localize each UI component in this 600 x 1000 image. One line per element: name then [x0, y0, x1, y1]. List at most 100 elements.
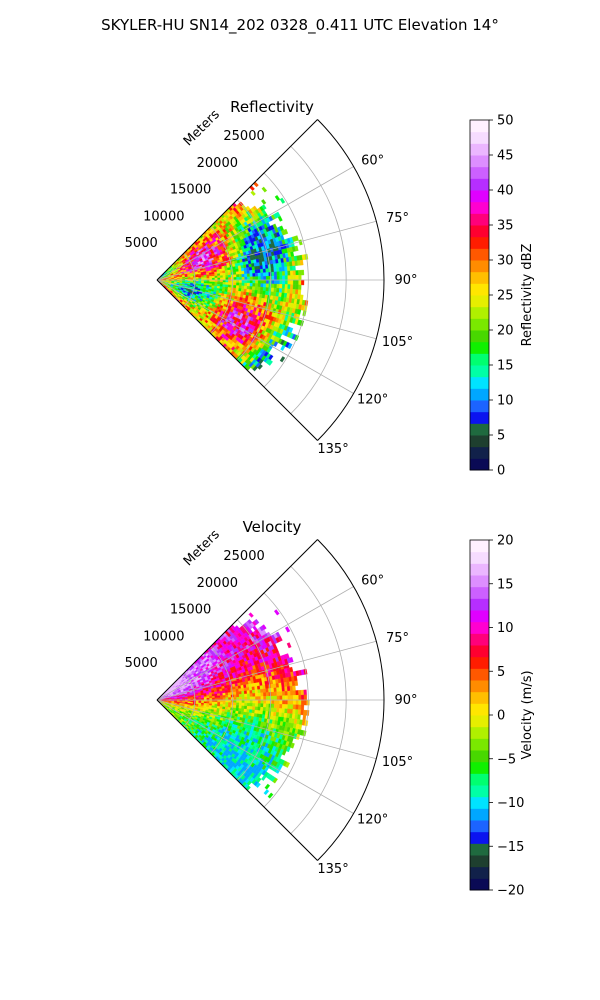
- data-cell: [222, 275, 226, 278]
- data-cell: [300, 704, 305, 711]
- data-cell: [214, 275, 218, 279]
- colorbar-segment: [470, 738, 489, 751]
- data-cell: [239, 279, 243, 284]
- data-cell: [241, 693, 245, 698]
- data-cell: [241, 276, 245, 281]
- data-cell: [255, 696, 259, 701]
- data-cell: [232, 269, 237, 273]
- radial-axis-label: Meters: [181, 107, 223, 149]
- data-cell: [267, 792, 274, 799]
- data-cell: [222, 702, 226, 705]
- data-cell: [297, 714, 301, 720]
- data-cell: [273, 691, 278, 697]
- data-cell: [227, 692, 232, 696]
- data-cell: [225, 692, 229, 696]
- data-cell: [273, 687, 277, 693]
- data-cell: [255, 279, 259, 284]
- data-cell: [260, 272, 264, 277]
- data-cell: [238, 274, 243, 278]
- data-cell: [233, 699, 237, 703]
- data-cell: [284, 761, 291, 768]
- data-cell: [279, 279, 283, 285]
- data-cell: [298, 239, 303, 246]
- colorbar-tick-label: 5: [497, 665, 505, 680]
- data-cell: [239, 276, 243, 281]
- data-cell: [225, 282, 229, 286]
- data-cell: [206, 696, 210, 699]
- data-cell: [262, 268, 267, 273]
- colorbar-tick-label: 0: [497, 709, 505, 724]
- data-cell: [260, 268, 264, 274]
- colorbar-segment: [470, 563, 489, 576]
- data-cell: [281, 704, 286, 709]
- data-cell: [241, 279, 245, 284]
- data-cell: [257, 703, 261, 708]
- data-cell: [214, 693, 218, 697]
- angular-gridline: [156, 699, 354, 814]
- data-cell: [271, 699, 275, 705]
- data-cell: [249, 286, 253, 290]
- data-cell: [265, 283, 270, 288]
- data-cell: [236, 702, 240, 706]
- data-cell: [260, 276, 264, 281]
- data-cell: [270, 707, 275, 713]
- data-cell: [275, 767, 281, 774]
- data-cell: [228, 282, 232, 286]
- data-cell: [257, 364, 263, 370]
- data-cell: [249, 279, 253, 284]
- colorbar-segment: [470, 691, 489, 704]
- colorbar-segment: [470, 295, 489, 308]
- data-cell: [235, 285, 240, 289]
- data-cell: [282, 699, 286, 705]
- data-cell: [284, 704, 288, 710]
- data-cell: [238, 282, 243, 286]
- data-cell: [297, 289, 302, 295]
- data-cell: [240, 288, 245, 293]
- reflectivity-panel: 60° 75° 90° 105° 120° 135° 5000 10000 15000 20000…: [0, 92, 600, 492]
- panel-title: Velocity: [243, 518, 302, 536]
- colorbar-segment: [470, 575, 489, 588]
- colorbar-segment: [470, 446, 489, 459]
- colorbar-segment: [470, 248, 489, 261]
- data-cell: [246, 270, 250, 274]
- colorbar-segment: [470, 633, 489, 646]
- data-cell: [299, 259, 304, 266]
- data-cell: [211, 695, 216, 699]
- data-cell: [209, 694, 213, 697]
- colorbar-segment: [470, 411, 489, 424]
- colorbar-segment: [470, 120, 489, 133]
- data-cell: [284, 626, 291, 633]
- data-cell: [247, 696, 251, 701]
- data-cell: [271, 695, 275, 701]
- data-cell: [265, 703, 270, 708]
- angular-gridline: [156, 279, 377, 340]
- data-cell: [243, 270, 248, 275]
- frame-edge-start: [156, 119, 318, 281]
- data-cell: [254, 689, 259, 694]
- frame-edge-end: [156, 279, 318, 441]
- data-cell: [241, 285, 245, 290]
- data-cell: [211, 693, 215, 697]
- data-cell: [217, 273, 221, 277]
- data-cell: [290, 690, 294, 696]
- colorbar-segment: [470, 750, 489, 763]
- data-cell: [293, 699, 297, 705]
- data-cell: [273, 267, 277, 273]
- data-cell: [287, 699, 291, 705]
- data-cell: [273, 271, 278, 277]
- colorbar-segment: [470, 540, 489, 553]
- colorbar-segment: [470, 260, 489, 273]
- data-cell: [301, 694, 305, 701]
- data-cell: [257, 696, 261, 701]
- data-cell: [261, 624, 267, 630]
- data-cell: [295, 270, 299, 276]
- data-cell: [235, 271, 240, 275]
- data-cell: [240, 687, 245, 692]
- data-cell: [281, 749, 287, 756]
- data-cell: [260, 699, 264, 704]
- data-cell: [264, 783, 271, 790]
- colorbar-tick-label: 20: [497, 324, 514, 339]
- colorbar-segment: [470, 656, 489, 669]
- colorbar-segment: [470, 645, 489, 658]
- data-cell: [217, 695, 221, 699]
